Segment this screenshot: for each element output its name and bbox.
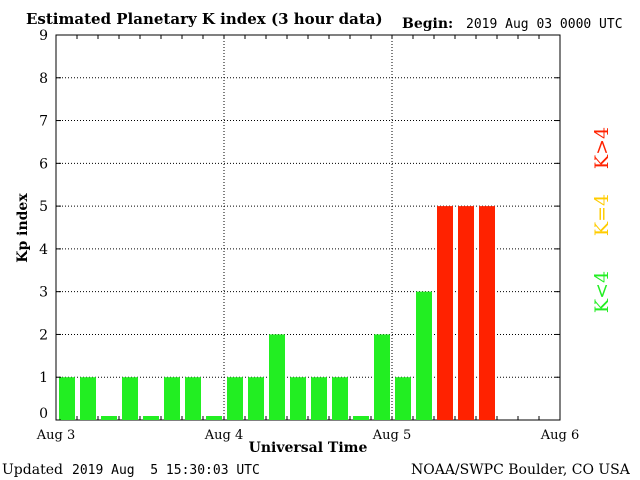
kp-bar (332, 377, 348, 420)
kp-bar (290, 377, 306, 420)
x-tick-label: Aug 3 (36, 428, 76, 443)
kp-bar (311, 377, 327, 420)
bars (59, 206, 495, 420)
kp-bar (416, 291, 432, 420)
y-tick-label: 3 (39, 285, 48, 301)
updated-label: Updated (2, 462, 63, 478)
y-tick-label: 2 (39, 327, 48, 343)
kp-bar (122, 377, 138, 420)
legend-high: K>4 (591, 127, 613, 169)
updated-value: 2019 Aug 5 15:30:03 UTC (72, 463, 260, 478)
y-tick-label: 9 (39, 28, 48, 44)
x-axis-label: Universal Time (249, 440, 368, 456)
chart-title: Estimated Planetary K index (3 hour data… (26, 10, 383, 28)
kp-bar (101, 416, 117, 420)
kp-bar (458, 206, 474, 420)
y-tick-label: 8 (39, 71, 48, 87)
y-tick-label: 6 (39, 156, 48, 172)
legend-mid: K=4 (591, 194, 613, 236)
x-tick-label: Aug 4 (204, 428, 244, 443)
kp-bar (143, 416, 159, 420)
kp-bar (269, 334, 285, 420)
source-credit: NOAA/SWPC Boulder, CO USA (411, 462, 631, 478)
y-tick-label: 0 (39, 406, 48, 422)
y-axis-label: Kp index (15, 193, 31, 263)
kp-bar (164, 377, 180, 420)
y-tick-label: 1 (39, 370, 48, 386)
kp-bar (374, 334, 390, 420)
kp-bar (353, 416, 369, 420)
y-tick-label: 4 (39, 242, 48, 258)
kp-bar (395, 377, 411, 420)
kp-bar (59, 377, 75, 420)
kp-bar (248, 377, 264, 420)
kp-bar (185, 377, 201, 420)
x-tick-label: Aug 6 (540, 428, 580, 443)
begin-label: Begin: (402, 16, 453, 32)
kp-bar (227, 377, 243, 420)
x-tick-label: Aug 5 (372, 428, 412, 443)
grid-lines (56, 35, 560, 420)
begin-value: 2019 Aug 03 0000 UTC (466, 17, 623, 32)
kp-bar (206, 416, 222, 420)
legend-low: K<4 (591, 271, 613, 313)
y-tick-label: 7 (39, 114, 48, 130)
kp-bar (437, 206, 453, 420)
kp-bar (479, 206, 495, 420)
y-tick-label: 5 (39, 199, 48, 215)
kp-bar (80, 377, 96, 420)
x-axis-ticks: Aug 3 Aug 4 Aug 5 Aug 6 (36, 35, 580, 443)
y-axis-ticks: 0 1 2 3 4 5 6 7 8 9 (39, 28, 560, 422)
